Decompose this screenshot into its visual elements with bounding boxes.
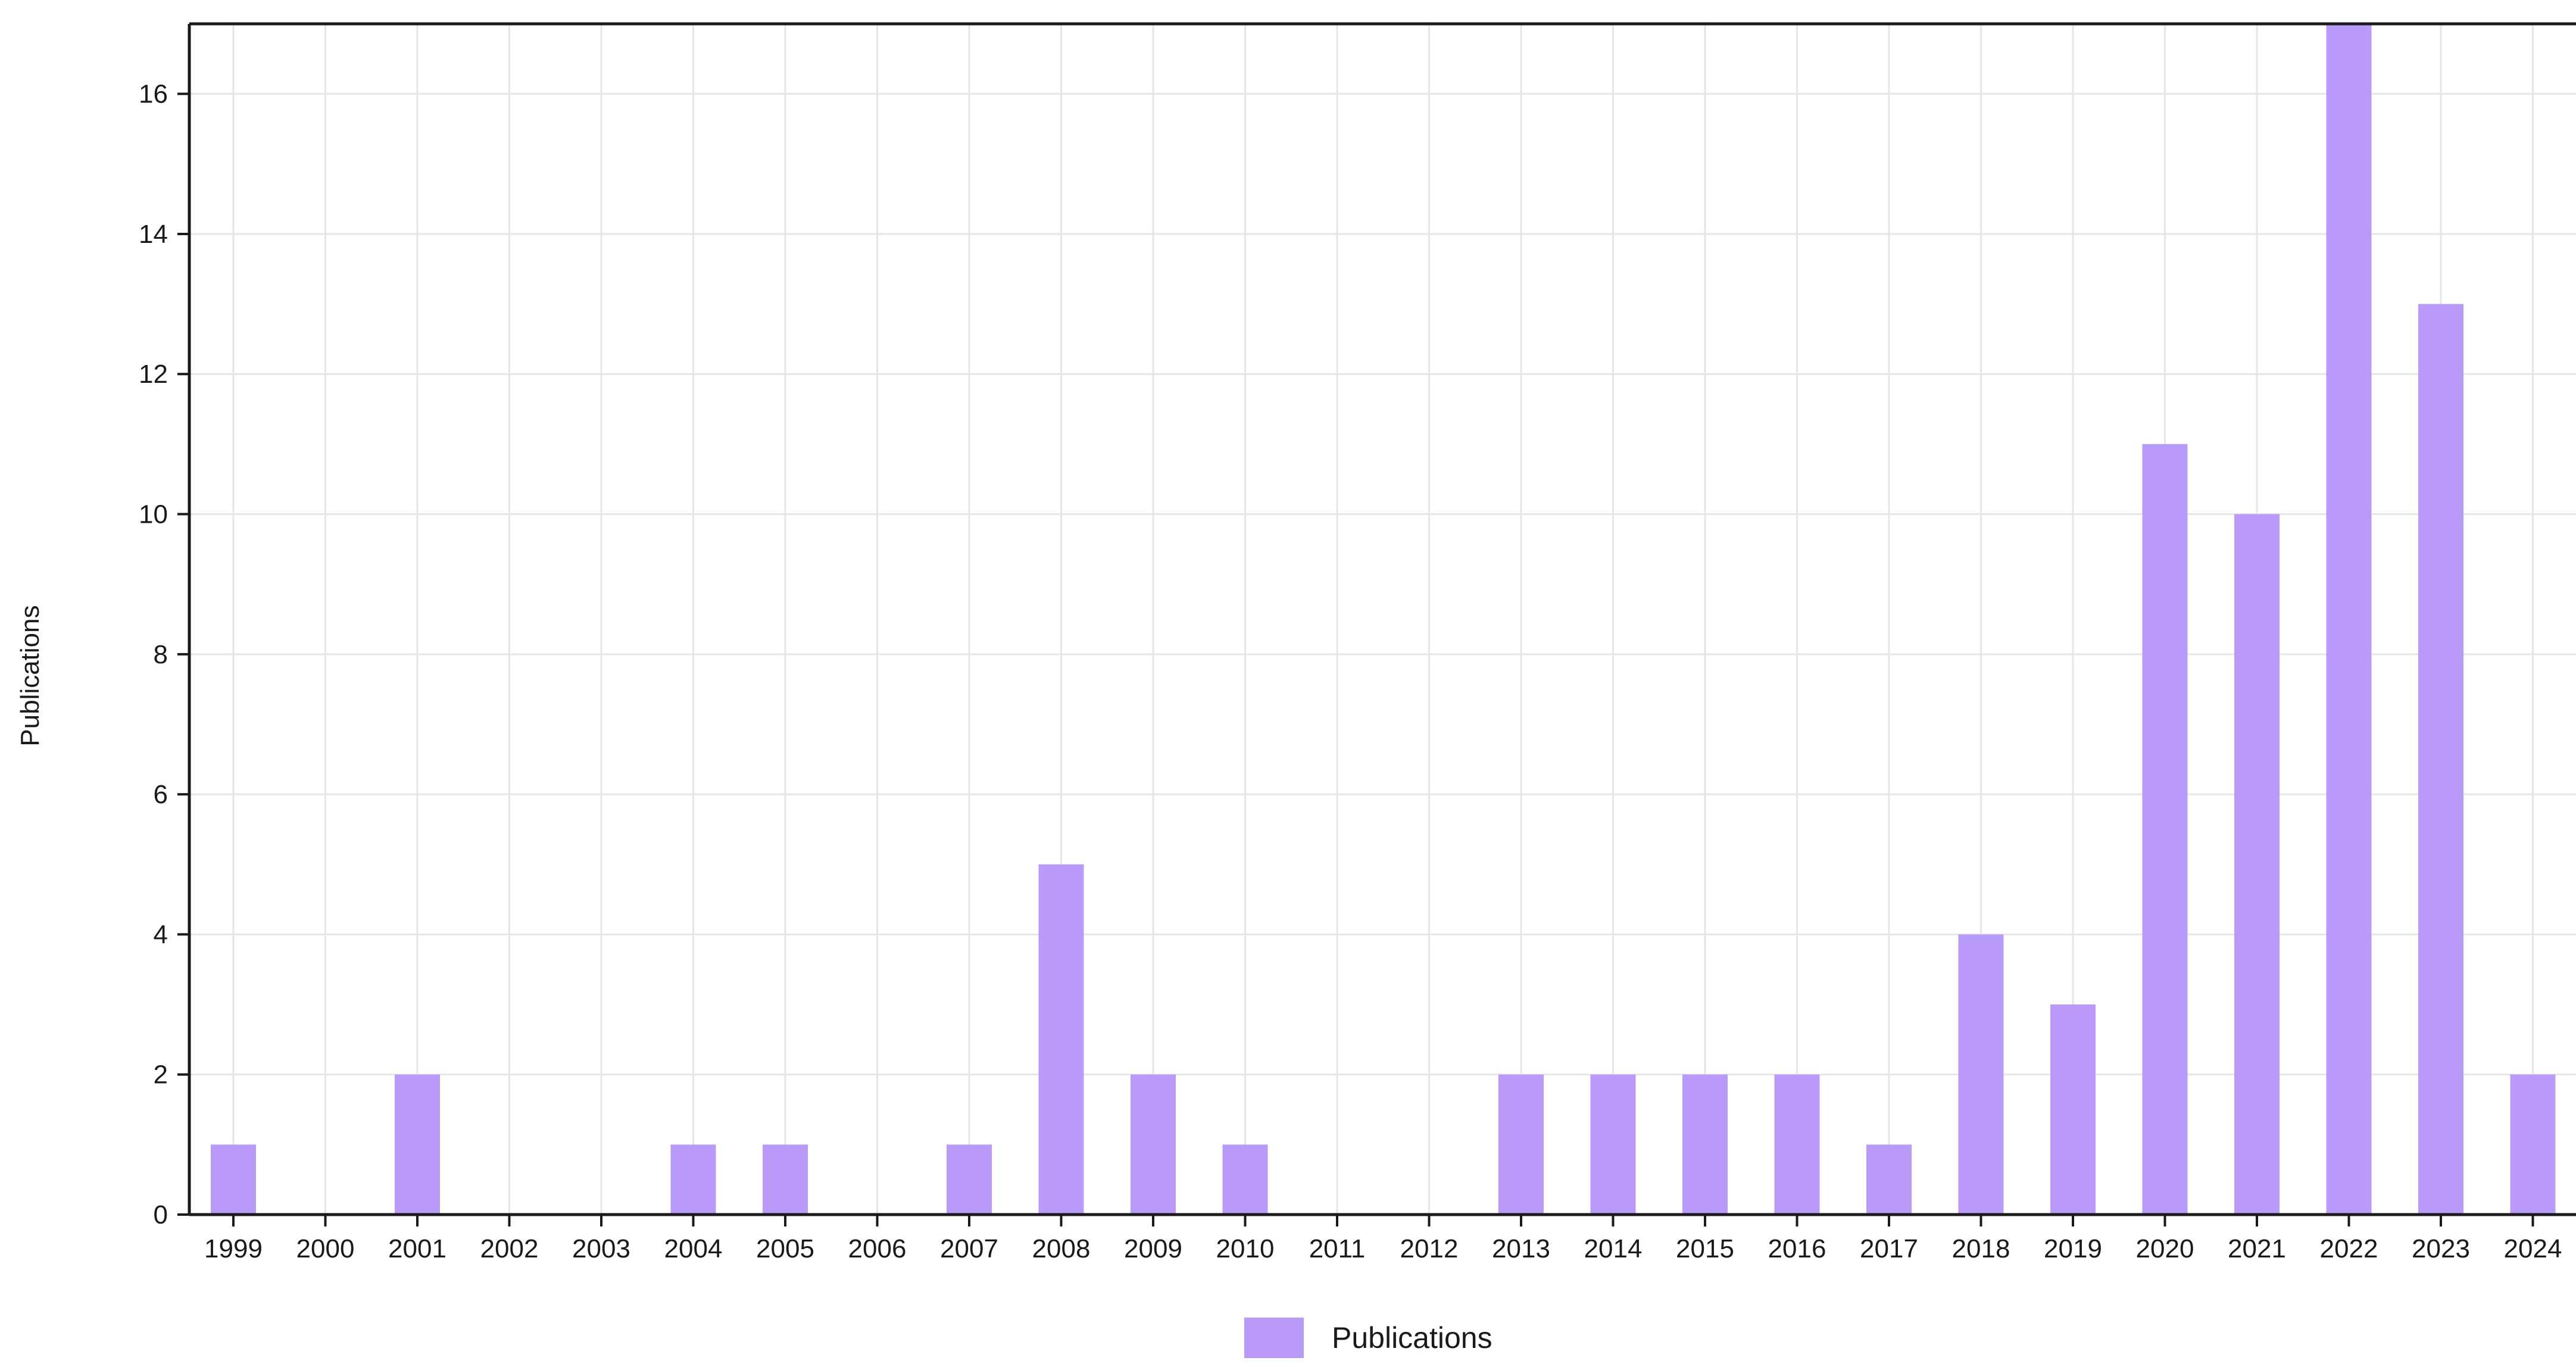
y-axis-title: Publications xyxy=(15,605,45,746)
bar-2013[interactable] xyxy=(1498,1074,1544,1215)
x-tick-label: 2008 xyxy=(1032,1234,1091,1263)
bar-2005[interactable] xyxy=(763,1144,808,1215)
bar-2021[interactable] xyxy=(2234,514,2280,1215)
ticks-layer: 0 2 4 6 8 10 12 14 16 1999 2000 2001 2002 2003 2004 200… xyxy=(139,80,2562,1263)
x-tick-label: 2013 xyxy=(1492,1234,1550,1263)
x-tick-label: 2009 xyxy=(1124,1234,1182,1263)
bar-2023[interactable] xyxy=(2418,304,2463,1215)
bar-2018[interactable] xyxy=(1958,934,2004,1215)
bar-2024[interactable] xyxy=(2510,1074,2556,1215)
legend-swatch xyxy=(1244,1318,1304,1358)
x-tick-label: 2001 xyxy=(388,1234,446,1263)
bar-2014[interactable] xyxy=(1590,1074,1636,1215)
bar-2004[interactable] xyxy=(670,1144,716,1215)
x-tick-label: 2016 xyxy=(1768,1234,1826,1263)
x-tick-label: 2021 xyxy=(2228,1234,2286,1263)
bar-2019[interactable] xyxy=(2050,1004,2096,1215)
y-tick-label: 8 xyxy=(154,640,168,669)
x-tick-label: 2012 xyxy=(1400,1234,1459,1263)
x-tick-label: 2007 xyxy=(940,1234,998,1263)
x-tick-label: 2015 xyxy=(1676,1234,1734,1263)
bar-2008[interactable] xyxy=(1038,864,1084,1215)
bar-2007[interactable] xyxy=(947,1144,992,1215)
y-tick-label: 10 xyxy=(139,500,168,529)
bar-2015[interactable] xyxy=(1682,1074,1728,1215)
x-tick-label: 2005 xyxy=(756,1234,814,1263)
x-tick-label: 2020 xyxy=(2136,1234,2194,1263)
legend[interactable]: Publications xyxy=(1244,1318,1492,1358)
y-tick-label: 12 xyxy=(139,360,168,389)
bar-2022[interactable] xyxy=(2326,24,2372,1215)
x-tick-label: 1999 xyxy=(204,1234,263,1263)
y-tick-label: 2 xyxy=(154,1060,168,1090)
y-tick-label: 14 xyxy=(139,220,168,249)
x-tick-label: 2003 xyxy=(572,1234,630,1263)
legend-label: Publications xyxy=(1332,1321,1492,1354)
x-tick-label: 2000 xyxy=(296,1234,355,1263)
x-tick-label: 2022 xyxy=(2320,1234,2378,1263)
bars-layer xyxy=(211,24,2556,1215)
bar-1999[interactable] xyxy=(211,1144,256,1215)
x-tick-label: 2023 xyxy=(2412,1234,2470,1263)
x-tick-label: 2002 xyxy=(480,1234,539,1263)
bar-2017[interactable] xyxy=(1866,1144,1912,1215)
x-tick-label: 2011 xyxy=(1309,1234,1366,1263)
bar-2020[interactable] xyxy=(2142,444,2188,1215)
x-tick-label: 2006 xyxy=(848,1234,907,1263)
x-tick-label: 2004 xyxy=(664,1234,723,1263)
y-tick-label: 6 xyxy=(154,780,168,809)
bar-2001[interactable] xyxy=(395,1074,440,1215)
x-tick-label: 2010 xyxy=(1216,1234,1275,1263)
bar-2010[interactable] xyxy=(1222,1144,1268,1215)
bar-2016[interactable] xyxy=(1774,1074,1820,1215)
x-tick-label: 2017 xyxy=(1860,1234,1918,1263)
y-tick-label: 4 xyxy=(154,920,168,949)
x-tick-label: 2019 xyxy=(2044,1234,2102,1263)
x-tick-label: 2014 xyxy=(1584,1234,1643,1263)
y-tick-label: 16 xyxy=(139,80,168,109)
y-tick-label: 0 xyxy=(154,1200,168,1229)
grid-layer xyxy=(189,24,2576,1215)
bar-2009[interactable] xyxy=(1131,1074,1176,1215)
x-tick-label: 2024 xyxy=(2504,1234,2562,1263)
x-tick-label: 2018 xyxy=(1952,1234,2010,1263)
axes-layer xyxy=(188,22,2576,1216)
